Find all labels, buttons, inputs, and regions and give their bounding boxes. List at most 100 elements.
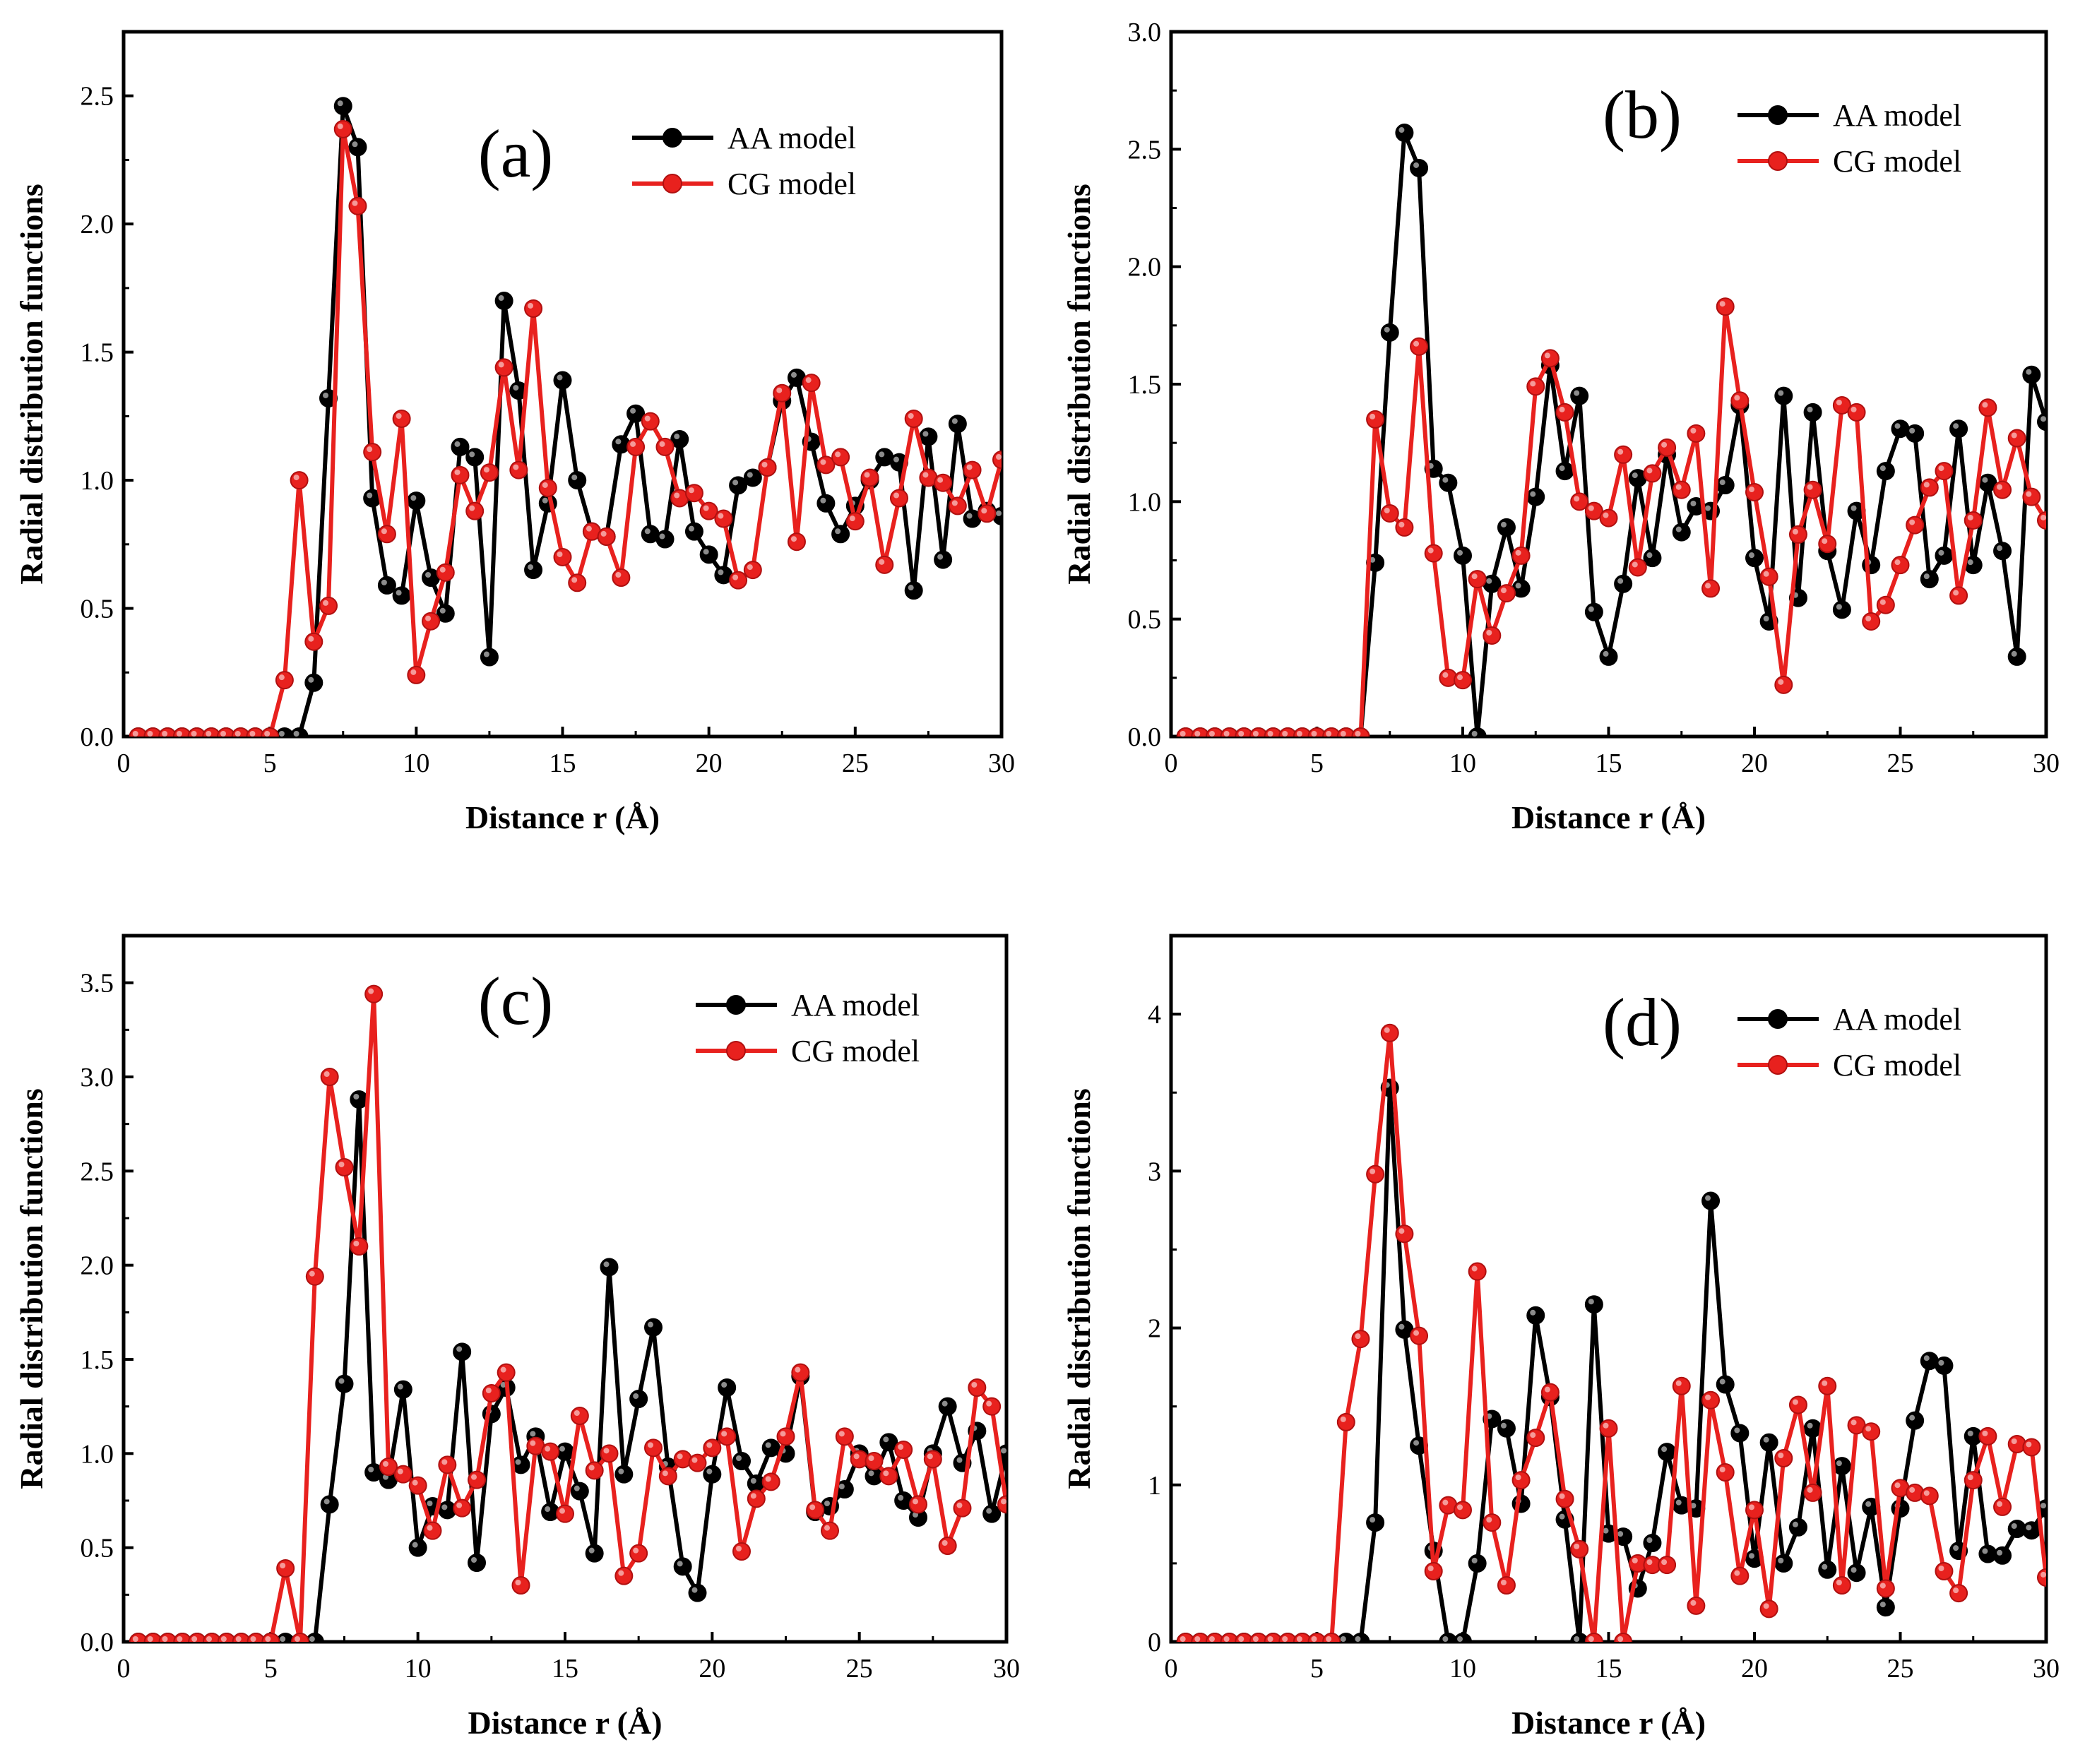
point-highlight bbox=[1836, 399, 1842, 405]
data-point bbox=[1526, 377, 1545, 396]
data-point bbox=[1570, 1539, 1589, 1559]
x-tick-label: 0 bbox=[117, 749, 131, 778]
data-point bbox=[585, 1544, 604, 1563]
legend-marker bbox=[726, 1041, 746, 1061]
point-highlight bbox=[469, 451, 475, 458]
data-point bbox=[1716, 476, 1735, 495]
data-point bbox=[1774, 675, 1793, 694]
point-highlight bbox=[1588, 606, 1594, 612]
data-point bbox=[2007, 429, 2026, 448]
data-point bbox=[821, 1521, 839, 1540]
point-highlight bbox=[1398, 1323, 1405, 1330]
data-point bbox=[1759, 1599, 1778, 1619]
data-point bbox=[1964, 1471, 1983, 1490]
data-point bbox=[909, 1495, 927, 1514]
point-highlight bbox=[662, 1470, 668, 1477]
data-point bbox=[451, 465, 470, 484]
point-highlight bbox=[1208, 1636, 1215, 1642]
point-highlight bbox=[1632, 1557, 1638, 1563]
data-point bbox=[1336, 1412, 1355, 1431]
data-point bbox=[1555, 403, 1574, 422]
y-tick-label: 3.0 bbox=[81, 1063, 114, 1092]
data-point bbox=[1599, 508, 1618, 528]
data-point bbox=[703, 1465, 722, 1484]
point-highlight bbox=[545, 1506, 551, 1512]
point-highlight bbox=[280, 1563, 286, 1568]
x-tick-label: 20 bbox=[696, 749, 723, 778]
point-highlight bbox=[1442, 1636, 1449, 1642]
data-point bbox=[776, 1427, 795, 1446]
point-highlight bbox=[1355, 731, 1361, 737]
point-highlight bbox=[571, 577, 578, 583]
point-highlight bbox=[1822, 538, 1828, 544]
x-tick-label: 30 bbox=[993, 1654, 1020, 1683]
point-highlight bbox=[471, 1474, 477, 1480]
data-point bbox=[1920, 478, 1939, 497]
series-line bbox=[138, 1097, 1006, 1642]
point-highlight bbox=[265, 1636, 271, 1642]
point-highlight bbox=[1457, 674, 1463, 681]
legend-marker bbox=[1768, 1055, 1788, 1075]
data-point bbox=[408, 1538, 427, 1557]
point-highlight bbox=[498, 362, 504, 368]
point-highlight bbox=[162, 1636, 168, 1642]
y-tick-label: 1.0 bbox=[81, 1439, 114, 1469]
data-point bbox=[1832, 1457, 1851, 1476]
data-point bbox=[743, 468, 762, 487]
point-highlight bbox=[1252, 731, 1259, 737]
y-tick-label: 0.0 bbox=[81, 1628, 114, 1657]
data-point bbox=[482, 1384, 501, 1402]
point-highlight bbox=[1705, 1195, 1711, 1201]
legend-marker bbox=[1768, 1009, 1788, 1029]
point-highlight bbox=[1879, 1583, 1886, 1589]
point-highlight bbox=[353, 1094, 360, 1099]
y-tick-label: 1.5 bbox=[81, 338, 114, 368]
point-highlight bbox=[2026, 369, 2032, 375]
point-highlight bbox=[1997, 1549, 2003, 1556]
data-point bbox=[1906, 516, 1925, 535]
point-highlight bbox=[750, 1478, 756, 1484]
data-point bbox=[1774, 1449, 1793, 1467]
point-highlight bbox=[1923, 573, 1930, 580]
point-highlight bbox=[1471, 731, 1478, 737]
point-highlight bbox=[1851, 1419, 1857, 1426]
point-highlight bbox=[1617, 448, 1624, 455]
data-point bbox=[333, 119, 352, 138]
data-point bbox=[644, 1318, 663, 1337]
point-highlight bbox=[469, 505, 475, 511]
point-highlight bbox=[1486, 1517, 1492, 1523]
point-highlight bbox=[381, 528, 387, 535]
point-highlight bbox=[500, 1382, 506, 1388]
data-point bbox=[1759, 1433, 1778, 1452]
point-highlight bbox=[1471, 1265, 1478, 1272]
data-point bbox=[1701, 1390, 1721, 1410]
point-highlight bbox=[309, 1636, 315, 1642]
point-highlight bbox=[412, 1479, 418, 1486]
data-point bbox=[787, 532, 806, 552]
point-highlight bbox=[1515, 549, 1521, 556]
point-highlight bbox=[648, 1442, 653, 1448]
x-axis-title: Distance r (Å) bbox=[465, 799, 660, 835]
data-point bbox=[1935, 1562, 1954, 1580]
data-point bbox=[348, 138, 367, 157]
point-highlight bbox=[559, 1446, 565, 1452]
data-point bbox=[1920, 570, 1939, 589]
data-point bbox=[1497, 518, 1516, 537]
point-highlight bbox=[337, 100, 343, 107]
data-point bbox=[438, 1455, 457, 1474]
point-highlight bbox=[1001, 1448, 1006, 1454]
point-highlight bbox=[1690, 500, 1697, 506]
data-point bbox=[1978, 1426, 1997, 1446]
point-highlight bbox=[1719, 1378, 1725, 1385]
y-tick-label: 2.0 bbox=[81, 210, 114, 239]
data-point bbox=[2022, 1521, 2041, 1540]
point-highlight bbox=[571, 475, 578, 481]
point-highlight bbox=[234, 731, 241, 737]
point-highlight bbox=[456, 1346, 463, 1352]
point-highlight bbox=[688, 487, 694, 494]
point-highlight bbox=[2011, 1438, 2017, 1444]
data-point bbox=[423, 1521, 442, 1540]
data-point bbox=[835, 1427, 854, 1446]
point-highlight bbox=[338, 1378, 345, 1384]
